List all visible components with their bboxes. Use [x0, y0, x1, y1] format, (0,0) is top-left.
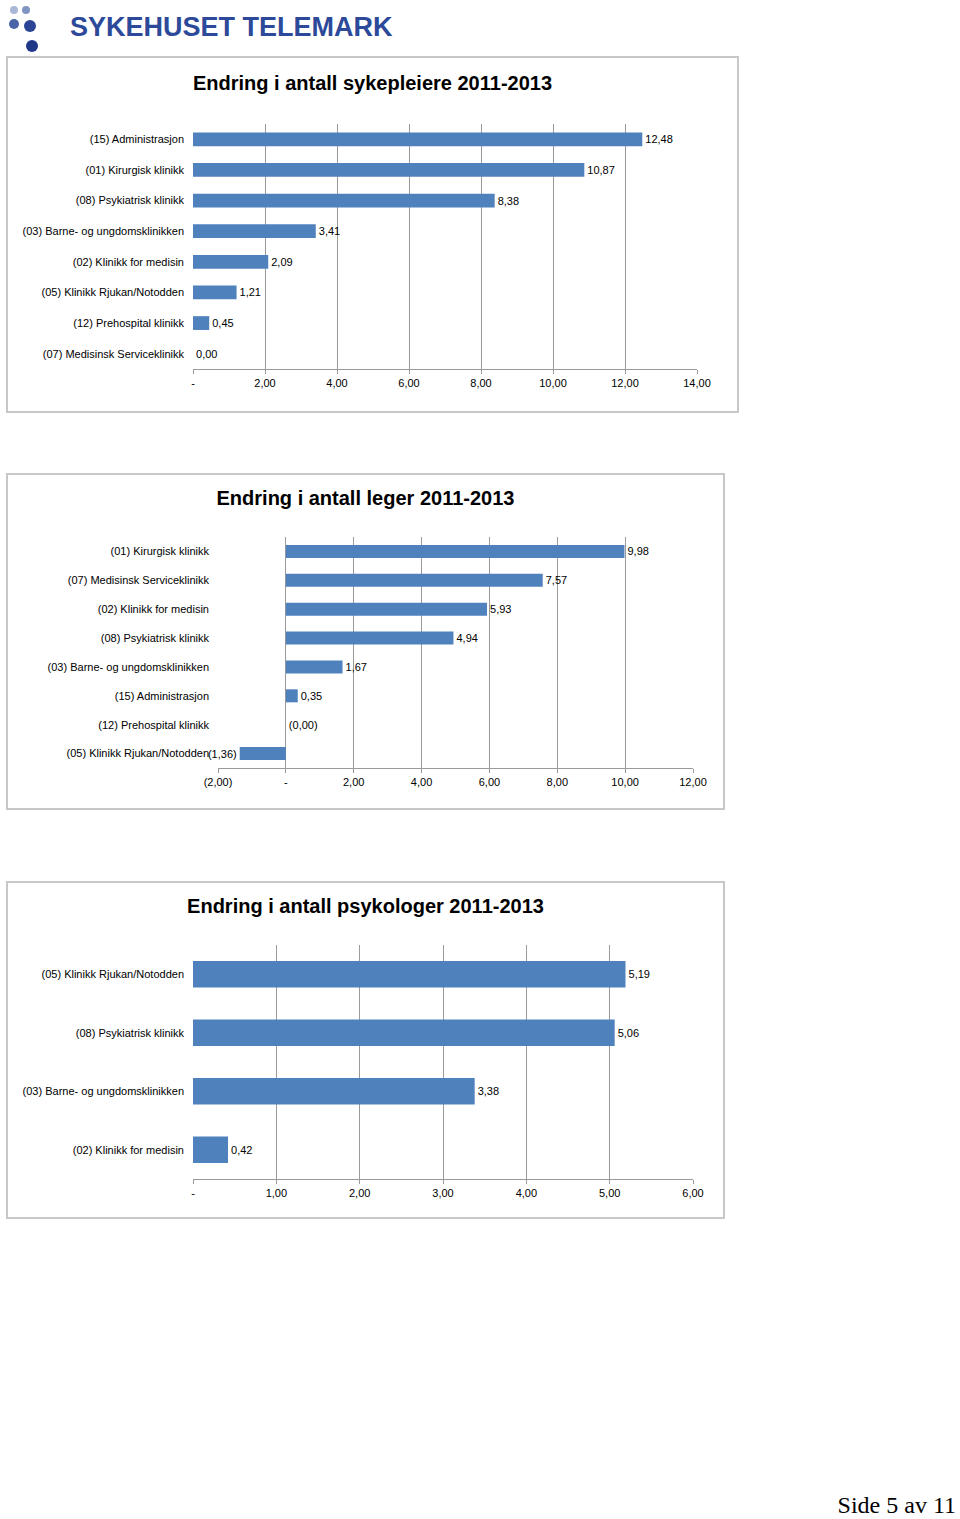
- svg-text:(15) Administrasjon: (15) Administrasjon: [90, 133, 184, 145]
- svg-text:(05) Klinikk Rjukan/Notodden: (05) Klinikk Rjukan/Notodden: [42, 968, 184, 980]
- svg-text:(15) Administrasjon: (15) Administrasjon: [115, 690, 209, 702]
- svg-text:4,94: 4,94: [456, 632, 477, 644]
- svg-text:5,19: 5,19: [629, 968, 650, 980]
- svg-text:12,00: 12,00: [611, 377, 639, 389]
- svg-text:2,00: 2,00: [349, 1187, 370, 1199]
- svg-text:2,00: 2,00: [343, 776, 364, 788]
- svg-text:0,00: 0,00: [196, 348, 217, 360]
- svg-text:(08) Psykiatrisk klinikk: (08) Psykiatrisk klinikk: [76, 1027, 185, 1039]
- svg-text:(1,36): (1,36): [208, 748, 237, 760]
- svg-text:6,00: 6,00: [682, 1187, 703, 1199]
- svg-text:(0,00): (0,00): [289, 719, 318, 731]
- svg-text:8,00: 8,00: [547, 776, 568, 788]
- svg-text:(05) Klinikk Rjukan/Notodden: (05) Klinikk Rjukan/Notodden: [42, 286, 184, 298]
- svg-text:9,98: 9,98: [627, 545, 648, 557]
- svg-text:(02) Klinikk for medisin: (02) Klinikk for medisin: [98, 603, 209, 615]
- svg-text:10,00: 10,00: [539, 377, 567, 389]
- svg-text:8,00: 8,00: [470, 377, 491, 389]
- svg-text:(05) Klinikk Rjukan/Notodden: (05) Klinikk Rjukan/Notodden: [67, 747, 209, 759]
- svg-text:6,00: 6,00: [398, 377, 419, 389]
- html-text:Side 5 av 11: Side 5 av 11: [837, 1492, 956, 1518]
- svg-text:12,48: 12,48: [645, 133, 673, 145]
- svg-text:(03) Barne- og ungdomsklinikke: (03) Barne- og ungdomsklinikken: [23, 225, 184, 237]
- svg-text:5,06: 5,06: [618, 1027, 639, 1039]
- svg-text:3,41: 3,41: [319, 225, 340, 237]
- svg-text:Endring i antall psykologer 20: Endring i antall psykologer 2011-2013: [187, 895, 544, 917]
- svg-text:(2,00): (2,00): [204, 776, 233, 788]
- svg-text:3,38: 3,38: [478, 1085, 499, 1097]
- svg-text:4,00: 4,00: [516, 1187, 537, 1199]
- svg-text:1,67: 1,67: [346, 661, 367, 673]
- svg-text:12,00: 12,00: [679, 776, 707, 788]
- svg-text:(08) Psykiatrisk klinikk: (08) Psykiatrisk klinikk: [76, 194, 185, 206]
- svg-text:(01) Kirurgisk klinikk: (01) Kirurgisk klinikk: [111, 545, 210, 557]
- svg-text:(07) Medisinsk Serviceklinikk: (07) Medisinsk Serviceklinikk: [43, 348, 185, 360]
- svg-text:4,00: 4,00: [411, 776, 432, 788]
- svg-text:2,09: 2,09: [271, 256, 292, 268]
- svg-text:(12) Prehospital klinikk: (12) Prehospital klinikk: [98, 719, 209, 731]
- svg-text:7,57: 7,57: [546, 574, 567, 586]
- svg-text:5,93: 5,93: [490, 603, 511, 615]
- svg-text:6,00: 6,00: [479, 776, 500, 788]
- svg-text:(03) Barne- og ungdomsklinikke: (03) Barne- og ungdomsklinikken: [23, 1085, 184, 1097]
- svg-text:(02) Klinikk for medisin: (02) Klinikk for medisin: [73, 1144, 184, 1156]
- svg-text:Endring i antall leger 2011-20: Endring i antall leger 2011-2013: [217, 487, 515, 509]
- svg-text:SYKEHUSET TELEMARK: SYKEHUSET TELEMARK: [70, 12, 393, 42]
- svg-text:10,87: 10,87: [587, 164, 615, 176]
- svg-text:2,00: 2,00: [254, 377, 275, 389]
- svg-text:Endring i antall sykepleiere 2: Endring i antall sykepleiere 2011-2013: [193, 72, 552, 94]
- svg-text:(08) Psykiatrisk klinikk: (08) Psykiatrisk klinikk: [101, 632, 210, 644]
- svg-text:10,00: 10,00: [611, 776, 639, 788]
- svg-text:(02) Klinikk for medisin: (02) Klinikk for medisin: [73, 256, 184, 268]
- svg-text:5,00: 5,00: [599, 1187, 620, 1199]
- svg-text:1,00: 1,00: [266, 1187, 287, 1199]
- svg-text:-: -: [191, 1187, 195, 1199]
- svg-text:3,00: 3,00: [432, 1187, 453, 1199]
- svg-text:(03) Barne- og ungdomsklinikke: (03) Barne- og ungdomsklinikken: [48, 661, 209, 673]
- svg-text:0,35: 0,35: [301, 690, 322, 702]
- svg-text:(01) Kirurgisk klinikk: (01) Kirurgisk klinikk: [86, 164, 185, 176]
- svg-text:8,38: 8,38: [498, 195, 519, 207]
- svg-text:-: -: [191, 377, 195, 389]
- svg-text:(12) Prehospital klinikk: (12) Prehospital klinikk: [73, 317, 184, 329]
- svg-text:0,45: 0,45: [212, 317, 233, 329]
- svg-text:0,42: 0,42: [231, 1144, 252, 1156]
- svg-text:4,00: 4,00: [326, 377, 347, 389]
- svg-text:(07) Medisinsk Serviceklinikk: (07) Medisinsk Serviceklinikk: [68, 574, 210, 586]
- svg-text:14,00: 14,00: [683, 377, 711, 389]
- svg-text:1,21: 1,21: [240, 286, 261, 298]
- svg-text:-: -: [284, 776, 288, 788]
